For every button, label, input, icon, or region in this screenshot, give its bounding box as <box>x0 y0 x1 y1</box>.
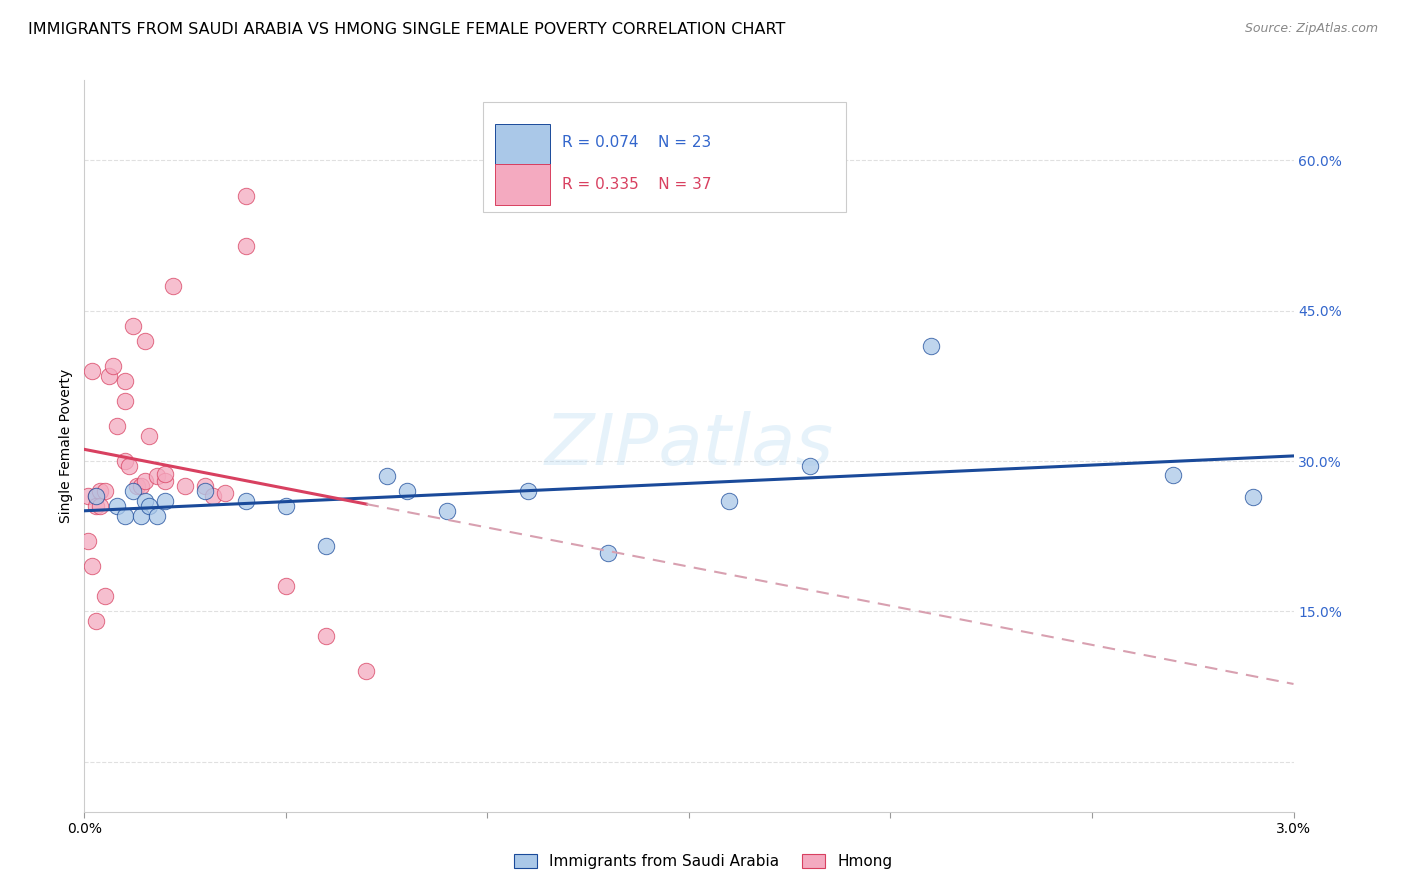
Point <box>77 489 100 503</box>
Point <box>202 489 225 503</box>
Point <box>516 484 538 499</box>
Point <box>174 479 197 493</box>
Point <box>121 484 143 499</box>
Point <box>162 278 184 293</box>
Point <box>1161 468 1184 483</box>
Point <box>235 494 257 508</box>
Point <box>86 499 108 513</box>
Point <box>315 629 337 643</box>
Point <box>114 509 136 524</box>
Point <box>86 489 108 503</box>
Point <box>356 665 378 679</box>
Point <box>153 467 176 481</box>
Point <box>235 188 257 202</box>
Point <box>395 484 418 499</box>
Point <box>114 454 136 468</box>
Point <box>375 469 398 483</box>
Point <box>274 579 297 593</box>
Point <box>93 589 115 603</box>
Y-axis label: Single Female Poverty: Single Female Poverty <box>59 369 73 523</box>
Point <box>214 486 236 500</box>
Text: R = 0.335    N = 37: R = 0.335 N = 37 <box>562 177 711 192</box>
Text: R = 0.074    N = 23: R = 0.074 N = 23 <box>562 135 711 150</box>
Point <box>153 474 176 488</box>
Point <box>194 479 217 493</box>
Point <box>86 489 108 503</box>
Text: IMMIGRANTS FROM SAUDI ARABIA VS HMONG SINGLE FEMALE POVERTY CORRELATION CHART: IMMIGRANTS FROM SAUDI ARABIA VS HMONG SI… <box>28 22 786 37</box>
Point <box>274 499 297 513</box>
Point <box>134 334 156 348</box>
Point <box>799 458 821 473</box>
Point <box>134 494 156 508</box>
Point <box>315 539 337 553</box>
Point <box>93 484 115 499</box>
Point <box>89 499 111 513</box>
Point <box>235 238 257 252</box>
Point <box>125 479 148 493</box>
Point <box>105 499 128 513</box>
FancyBboxPatch shape <box>484 103 846 212</box>
Point <box>114 393 136 408</box>
Point <box>146 509 169 524</box>
Point <box>129 479 152 493</box>
Point <box>1241 490 1264 504</box>
Point <box>86 615 108 629</box>
Point <box>121 318 143 333</box>
Point <box>114 374 136 388</box>
Point <box>129 509 152 524</box>
Text: Source: ZipAtlas.com: Source: ZipAtlas.com <box>1244 22 1378 36</box>
Point <box>118 458 141 473</box>
Point <box>436 504 458 518</box>
Point <box>101 359 124 373</box>
Point <box>105 419 128 434</box>
Point <box>138 499 160 513</box>
Point <box>134 474 156 488</box>
Point <box>146 469 169 483</box>
Point <box>89 484 111 499</box>
Point <box>718 494 741 508</box>
Bar <box>495 124 550 164</box>
Point <box>82 364 104 378</box>
Point <box>82 559 104 574</box>
Bar <box>495 164 550 204</box>
Point <box>194 484 217 499</box>
Point <box>138 429 160 443</box>
Point <box>920 339 942 353</box>
Point <box>598 546 620 560</box>
Text: ZIPatlas: ZIPatlas <box>544 411 834 481</box>
Legend: Immigrants from Saudi Arabia, Hmong: Immigrants from Saudi Arabia, Hmong <box>508 848 898 875</box>
Point <box>77 534 100 549</box>
Point <box>97 368 120 383</box>
Point <box>153 494 176 508</box>
